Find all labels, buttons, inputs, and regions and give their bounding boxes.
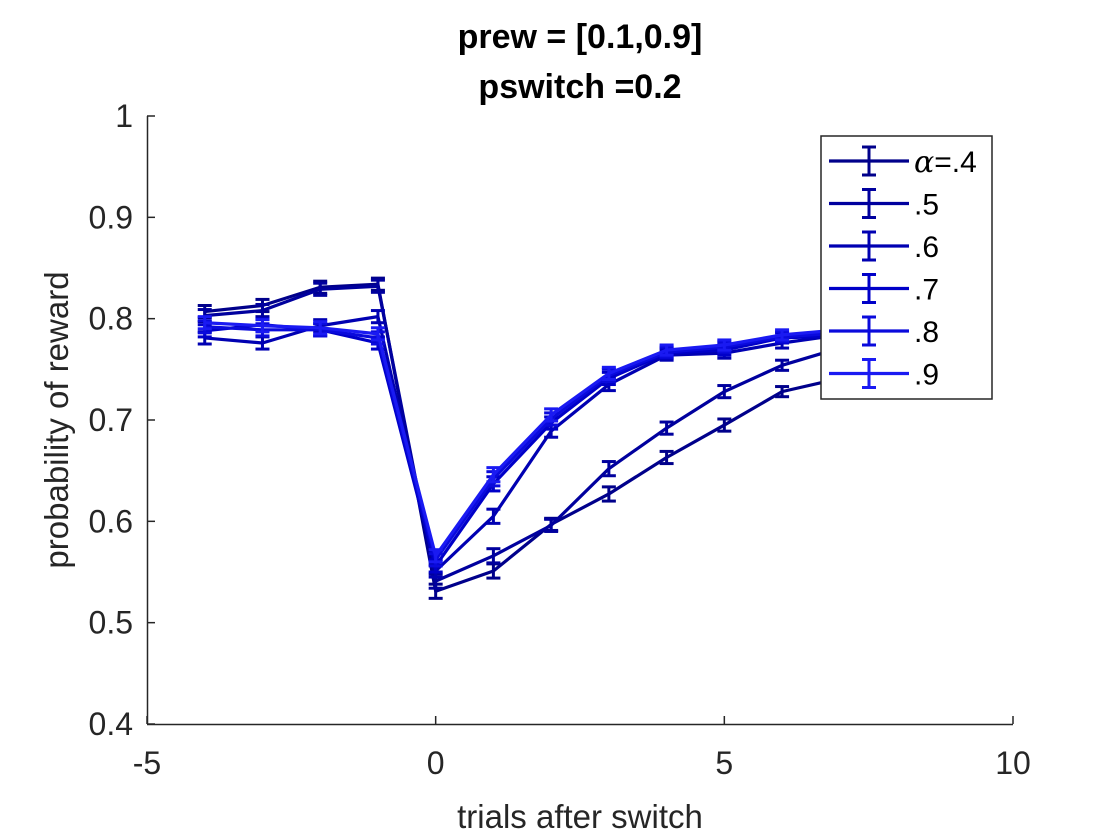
series-layer: [197, 276, 905, 600]
legend-series-name: .6: [914, 231, 939, 264]
data-point: [717, 338, 732, 352]
data-point: [717, 384, 732, 400]
legend-box: [820, 135, 993, 400]
legend-label: .6: [914, 231, 939, 264]
legend-item: .8: [829, 315, 939, 349]
x-tick-label: 10: [995, 745, 1031, 781]
legend-series-name: =.4: [934, 146, 977, 179]
legend-item: .6: [829, 230, 939, 264]
x-axis-label: trials after switch: [457, 798, 703, 835]
data-point: [775, 358, 790, 372]
y-ticks: 0.4 0.5 0.6 0.7 0.8 0.9 1: [89, 98, 155, 742]
x-tick-label: -5: [133, 745, 161, 781]
data-point: [775, 328, 790, 342]
legend-label: .7: [914, 274, 939, 307]
legend-item: .9: [829, 358, 939, 392]
y-tick-label: 0.7: [89, 402, 133, 438]
data-point: [486, 466, 501, 484]
data-point: [659, 420, 674, 436]
legend-series-name: .9: [914, 359, 939, 392]
legend-series-name: .5: [914, 189, 939, 222]
legend-series-name: .7: [914, 274, 939, 307]
chart-title-line-2: pswitch =0.2: [478, 68, 681, 106]
legend-label: α=.4: [914, 145, 977, 180]
chart-title-line-1: prew = [0.1,0.9]: [458, 18, 703, 56]
y-tick-label: 0.5: [89, 605, 133, 641]
data-point: [601, 365, 616, 381]
series-3: [197, 309, 905, 579]
data-point: [370, 278, 385, 294]
legend-item: .7: [829, 273, 939, 307]
data-point: [313, 320, 328, 336]
data-point: [659, 449, 674, 466]
data-point: [775, 385, 790, 399]
data-point: [313, 281, 328, 297]
data-point: [486, 547, 501, 565]
data-point: [486, 507, 501, 525]
legend-item: α=.4: [829, 145, 977, 180]
data-point: [197, 315, 212, 331]
y-tick-label: 0.6: [89, 503, 133, 539]
data-point: [544, 517, 559, 533]
data-point: [659, 343, 674, 357]
legend: α=.4 .5 .6 .7 .8 .9: [820, 135, 993, 400]
x-ticks: -5 0 5 10: [133, 716, 1031, 781]
legend-items: α=.4 .5 .6 .7 .8 .9: [829, 145, 977, 392]
legend-label: .5: [914, 189, 939, 222]
data-point: [428, 548, 443, 564]
data-point: [544, 407, 559, 423]
legend-label: .9: [914, 359, 939, 392]
alpha-symbol: α: [914, 145, 934, 180]
y-tick-label: 0.9: [89, 199, 133, 235]
x-tick-label: 0: [427, 745, 445, 781]
legend-series-name: .8: [914, 316, 939, 349]
y-tick-label: 0.4: [89, 706, 133, 742]
data-point: [370, 326, 385, 342]
x-tick-label: 5: [715, 745, 733, 781]
data-point: [255, 302, 270, 319]
data-point: [370, 309, 385, 325]
legend-label: .8: [914, 316, 939, 349]
series-4: [197, 317, 905, 574]
y-axis-label: probability of reward: [38, 271, 75, 568]
data-point: [255, 318, 270, 334]
chart-title: prew = [0.1,0.9] pswitch =0.2: [458, 18, 703, 106]
data-point: [601, 460, 616, 478]
data-point: [601, 485, 616, 503]
legend-item: .5: [829, 188, 939, 222]
data-point: [717, 417, 732, 433]
y-tick-label: 1: [115, 98, 133, 134]
y-tick-label: 0.8: [89, 301, 133, 337]
